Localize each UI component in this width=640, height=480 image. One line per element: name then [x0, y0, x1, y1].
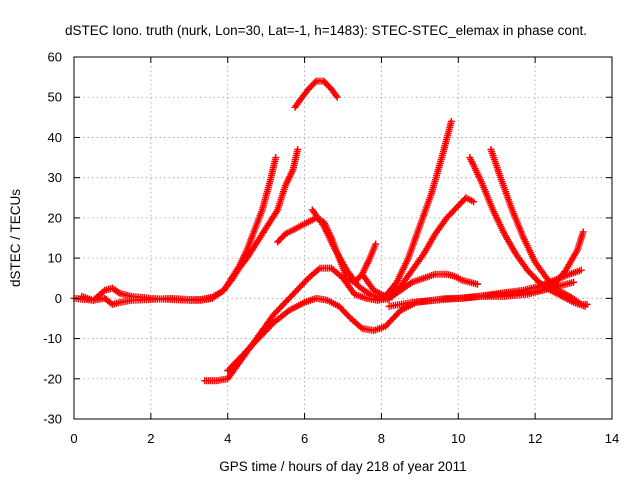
y-tick-label: 60 — [48, 50, 62, 65]
y-tick-label: 10 — [48, 251, 62, 266]
plot-frame — [73, 56, 613, 420]
data-points — [70, 77, 591, 385]
data-point — [579, 228, 587, 236]
series-2 — [78, 146, 302, 308]
x-tick-label: 0 — [70, 431, 77, 446]
y-tick-label: 0 — [55, 291, 62, 306]
series-13 — [454, 278, 578, 302]
series-3 — [291, 77, 341, 111]
x-tick-label: 6 — [301, 431, 308, 446]
y-tick-label: -30 — [43, 412, 62, 427]
data-point — [570, 278, 578, 286]
data-point — [333, 93, 341, 101]
x-tick-label: 14 — [605, 431, 619, 446]
x-tick-label: 10 — [451, 431, 465, 446]
data-point — [372, 240, 380, 248]
x-axis-label: GPS time / hours of day 218 of year 2011 — [219, 459, 466, 474]
data-point — [577, 266, 585, 274]
chart-title: dSTEC Iono. truth (nurk, Lon=30, Lat=-1,… — [65, 23, 587, 38]
series-6 — [201, 264, 481, 385]
series-1 — [70, 154, 280, 304]
y-tick-label: 20 — [48, 210, 62, 225]
data-point — [115, 288, 123, 296]
y-tick-label: -10 — [43, 331, 62, 346]
y-axis-label: dSTEC / TECUs — [8, 189, 23, 287]
data-point — [332, 92, 340, 100]
axis-ticks: 0 2 4 6 8 10 12 14 -30 -20 -10 0 10 20 30 40 50 60 — [43, 50, 619, 447]
data-point — [447, 117, 455, 125]
series-8 — [358, 117, 455, 300]
data-point — [474, 280, 481, 288]
y-tick-label: 40 — [48, 130, 62, 145]
data-point — [272, 154, 280, 162]
x-tick-label: 8 — [378, 431, 385, 446]
y-tick-label: 30 — [48, 170, 62, 185]
y-tick-label: -20 — [43, 371, 62, 386]
grid — [74, 57, 612, 419]
data-point — [294, 146, 302, 154]
y-tick-label: 50 — [48, 90, 62, 105]
x-tick-label: 2 — [147, 431, 154, 446]
series-9 — [374, 194, 478, 302]
x-tick-label: 12 — [528, 431, 542, 446]
series-11 — [487, 146, 591, 308]
data-point — [470, 198, 478, 206]
data-point — [311, 78, 319, 86]
data-point — [583, 300, 591, 308]
x-tick-label: 4 — [224, 431, 231, 446]
